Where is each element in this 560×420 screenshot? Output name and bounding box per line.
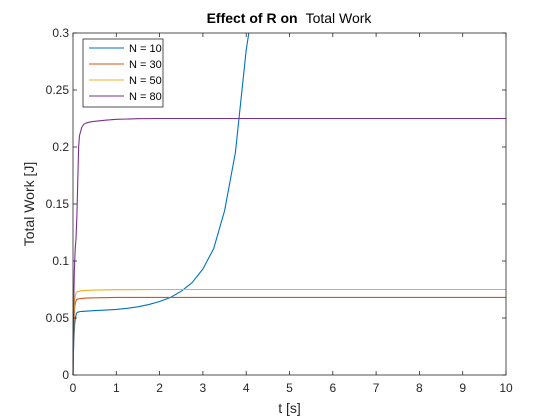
y-tick-label: 0.3 (52, 26, 69, 40)
x-axis-ticks: 0 1 2 3 4 5 6 7 8 9 10 (70, 33, 513, 395)
x-tick-label: 4 (243, 381, 250, 395)
y-axis-label: Total Work [J] (21, 162, 37, 247)
x-tick-label: 2 (156, 381, 163, 395)
series-line-1 (72, 32, 250, 376)
y-tick-label: 0.25 (46, 83, 70, 97)
x-tick-label: 5 (286, 381, 293, 395)
x-tick-label: 0 (70, 381, 77, 395)
x-tick-label: 3 (200, 381, 207, 395)
x-axis-label: t [s] (278, 400, 301, 416)
chart-title: Effect of R on Total Work (207, 10, 373, 27)
series-line-4 (72, 117, 506, 376)
chart-title-rest-part: Total Work (306, 10, 373, 26)
y-tick-label: 0.05 (46, 311, 70, 325)
x-tick-label: 10 (499, 381, 513, 395)
legend: N = 10 N = 30 N = 50 N = 80 (82, 38, 164, 108)
x-tick-label: 8 (416, 381, 423, 395)
y-axis-ticks: 0 0.05 0.1 0.15 0.2 0.25 0.3 (46, 26, 506, 382)
y-tick-label: 0.1 (52, 254, 69, 268)
series-group (72, 32, 506, 376)
series-line-3 (72, 288, 506, 376)
y-tick-label: 0.15 (46, 197, 70, 211)
chart-title-bold-part: Effect of R on (207, 10, 298, 26)
legend-label-3: N = 50 (129, 75, 162, 87)
legend-label-1: N = 10 (129, 43, 162, 55)
x-tick-label: 9 (459, 381, 466, 395)
legend-label-4: N = 80 (129, 91, 162, 103)
x-tick-label: 6 (329, 381, 336, 395)
y-tick-label: 0 (62, 368, 69, 382)
x-tick-label: 1 (113, 381, 120, 395)
legend-label-2: N = 30 (129, 59, 162, 71)
x-tick-label: 7 (373, 381, 380, 395)
y-tick-label: 0.2 (52, 140, 69, 154)
